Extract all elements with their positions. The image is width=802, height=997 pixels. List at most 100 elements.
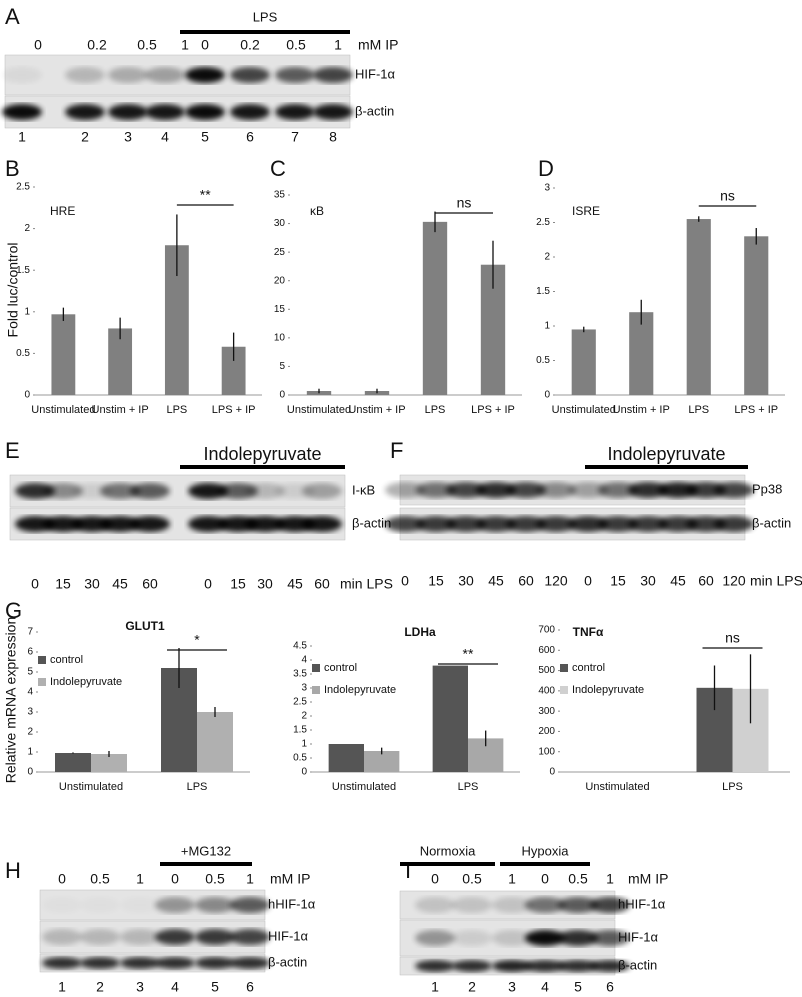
lane-label: 60 (518, 573, 534, 589)
lane-number: 5 (574, 979, 582, 995)
legend-swatch (312, 664, 320, 672)
lane-number: 5 (211, 979, 219, 995)
lane-number: 2 (468, 979, 476, 995)
band (230, 957, 270, 969)
lane-label: 0 (541, 871, 549, 887)
band (155, 897, 195, 913)
band (558, 930, 598, 946)
band-label: β-actin (352, 515, 391, 530)
lane-label: 45 (287, 576, 303, 592)
lane-label: 0.5 (568, 871, 588, 887)
y-tick-label: 5 (279, 361, 285, 372)
legend-swatch (38, 678, 46, 686)
band (590, 930, 630, 946)
panel-letter: I (405, 858, 411, 883)
band (130, 483, 170, 499)
band (120, 957, 160, 969)
lane-label: 0 (401, 573, 409, 589)
lane-label: 0 (31, 576, 39, 592)
legend-label: Indolepyruvate (50, 676, 122, 688)
band-label: β-actin (268, 954, 307, 969)
bar (328, 744, 364, 772)
band (72, 516, 112, 532)
lane-label: 15 (55, 576, 71, 592)
band (120, 897, 160, 913)
band-label: β-actin (618, 957, 657, 972)
bar (221, 346, 246, 395)
band (230, 929, 270, 945)
bar (91, 754, 127, 772)
y-tick-label: 0 (544, 390, 550, 401)
group-label: Hypoxia (522, 843, 570, 858)
lane-label: 1 (181, 37, 189, 53)
band (415, 960, 455, 972)
lane-label: 0.5 (90, 871, 110, 887)
band (568, 516, 608, 532)
panel-letter: F (390, 438, 403, 463)
band (155, 957, 195, 969)
lane-label: 30 (257, 576, 273, 592)
y-axis-label: Relative mRNA expression (3, 617, 19, 784)
lane-number: 3 (124, 129, 132, 145)
band (42, 897, 82, 913)
y-tick-label: 7 (27, 627, 33, 638)
lane-number: 4 (161, 129, 169, 145)
x-tick-label: Unstim + IP (613, 404, 670, 416)
significance-label: ns (457, 195, 472, 211)
y-tick-label: 3 (544, 183, 550, 194)
band (245, 483, 285, 499)
panel-letter: C (270, 156, 286, 181)
band (590, 897, 630, 913)
y-axis-label: Fold luc/control (5, 243, 21, 338)
y-tick-label: 400 (538, 685, 555, 696)
lane-unit: mM IP (628, 871, 668, 887)
group-label: Indolepyruvate (607, 444, 725, 464)
x-tick-label: LPS (688, 404, 709, 416)
band (506, 516, 546, 532)
y-tick-label: 4 (301, 655, 307, 666)
legend-label: control (572, 662, 605, 674)
y-tick-label: 2.5 (536, 217, 550, 228)
y-tick-label: 0 (549, 767, 555, 778)
group-label: Normoxia (420, 843, 476, 858)
band (385, 516, 425, 532)
y-tick-label: 200 (538, 726, 555, 737)
band (230, 897, 270, 913)
lane-label: 1 (246, 871, 254, 887)
band (15, 483, 55, 499)
lane-label: 0.2 (87, 37, 107, 53)
y-tick-label: 600 (538, 645, 555, 656)
band (525, 930, 565, 946)
lane-number: 6 (606, 979, 614, 995)
x-tick-label: LPS (425, 404, 446, 416)
lane-label: 15 (610, 573, 626, 589)
lane-number: 3 (136, 979, 144, 995)
band-label: I-κB (352, 482, 375, 497)
y-tick-label: 100 (538, 746, 555, 757)
significance-label: * (194, 632, 200, 648)
band (80, 957, 120, 969)
band (80, 929, 120, 945)
x-tick-label: LPS + IP (471, 404, 515, 416)
x-tick-label: Unstimulated (585, 781, 649, 793)
bar (629, 312, 654, 395)
lane-label: 60 (142, 576, 158, 592)
lane-label: 45 (488, 573, 504, 589)
lane-label: 30 (640, 573, 656, 589)
legend-swatch (312, 686, 320, 694)
y-tick-label: 3 (301, 683, 307, 694)
y-tick-label: 0.5 (536, 355, 550, 366)
chart-title: LDHa (404, 625, 436, 639)
lane-number: 1 (431, 979, 439, 995)
lane-label: 0.2 (240, 37, 260, 53)
band-label: hHIF-1α (618, 896, 666, 911)
band (302, 516, 342, 532)
annotation: ISRE (572, 204, 600, 218)
y-tick-label: 1.5 (16, 265, 30, 276)
band (108, 104, 148, 120)
band (65, 104, 105, 120)
y-tick-label: 3.5 (293, 669, 307, 680)
band (492, 960, 532, 972)
y-tick-label: 2 (544, 252, 550, 263)
